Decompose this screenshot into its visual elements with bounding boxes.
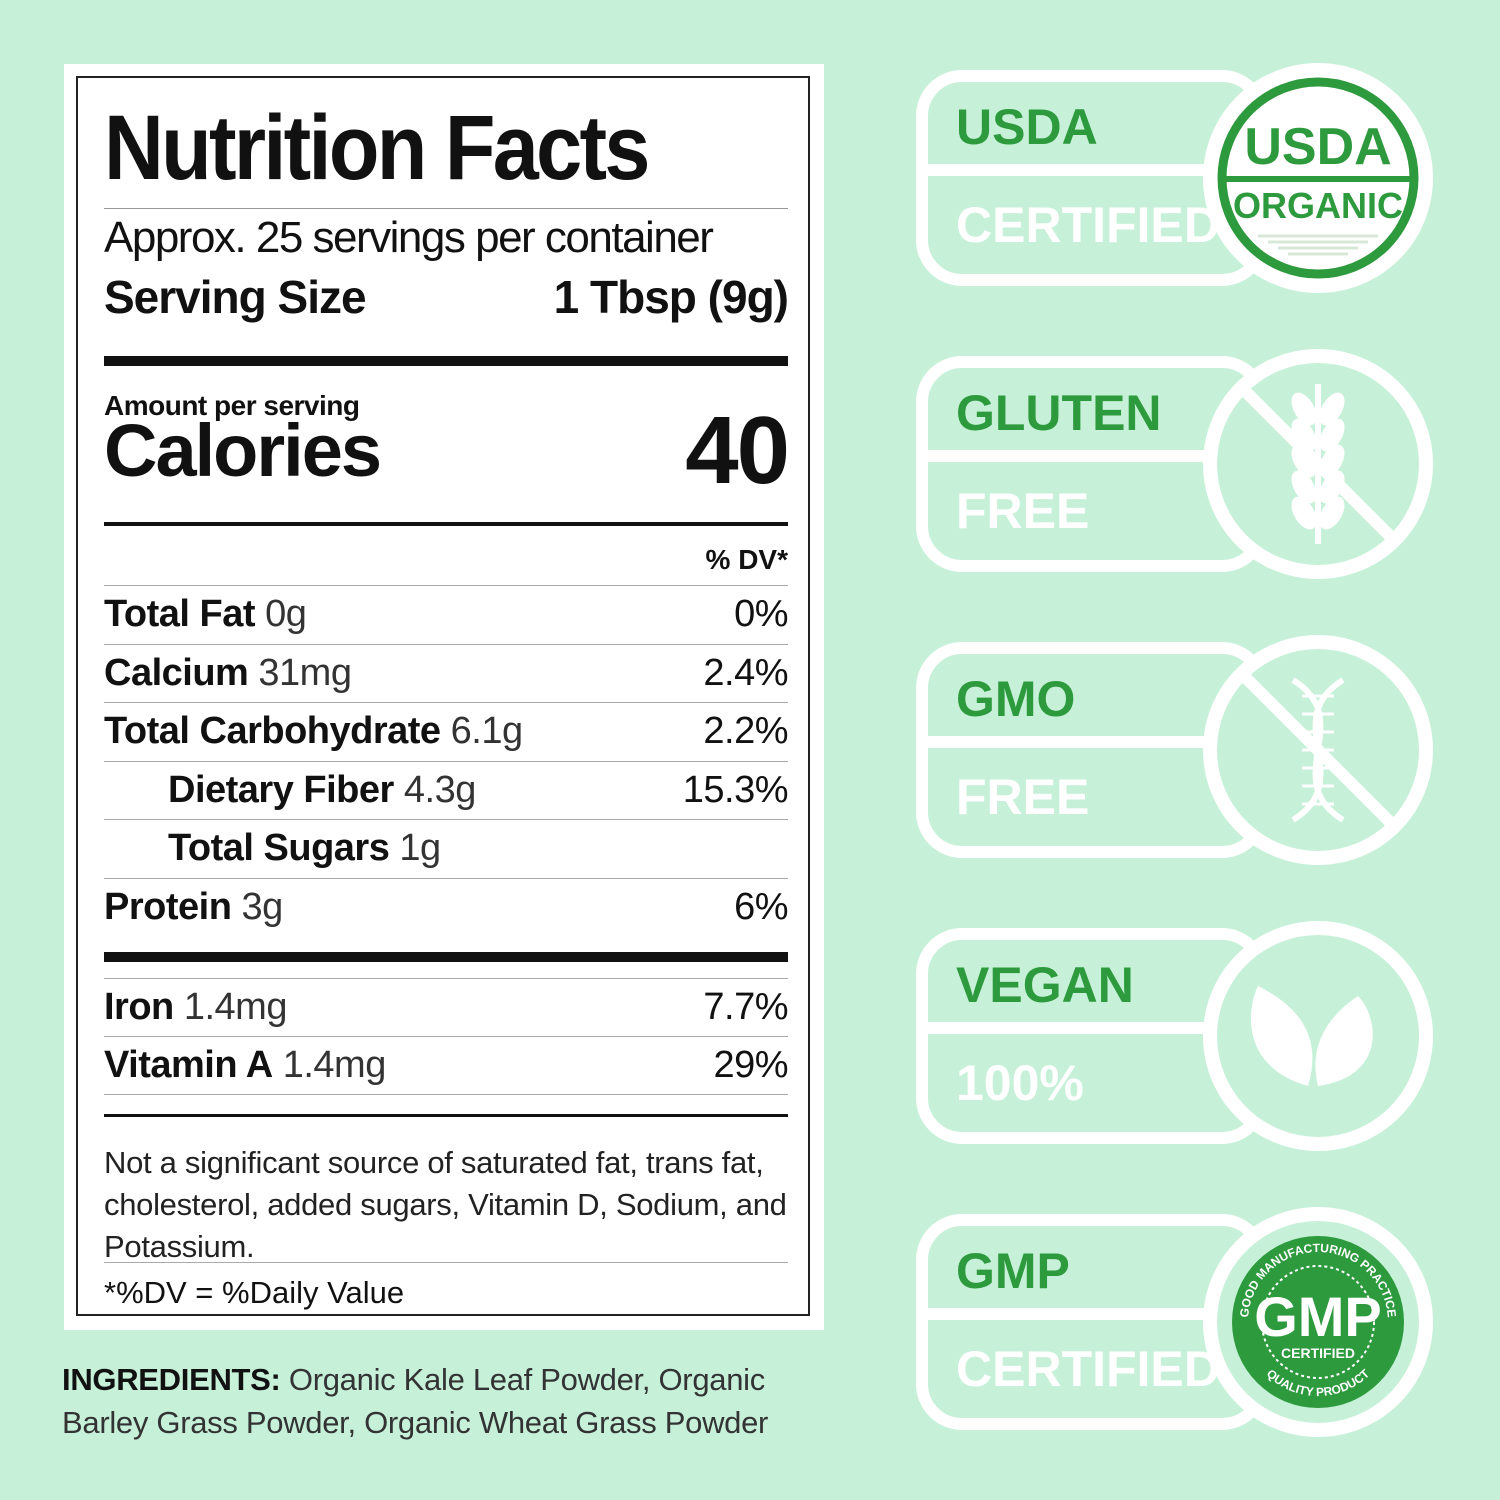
icon-grain bbox=[1291, 392, 1317, 426]
nutrition-label: Nutrition Facts Approx. 25 servings per … bbox=[76, 76, 810, 1316]
nutrient-row: Vitamin A 1.4mg 29% bbox=[104, 1036, 788, 1094]
nutrient-name: Total Carbohydrate bbox=[104, 710, 441, 752]
calories-value: 40 bbox=[685, 397, 790, 504]
nutrient-dv: 0% bbox=[734, 593, 788, 635]
nutrient-amount: 1g bbox=[399, 827, 441, 869]
icon-leaf bbox=[1250, 986, 1313, 1086]
dv-note: *%DV = %Daily Value bbox=[104, 1262, 788, 1311]
ingredients: INGREDIENTS: Organic Kale Leaf Powder, O… bbox=[62, 1358, 822, 1444]
badge-band bbox=[928, 164, 1228, 176]
nutrient: Protein 3g bbox=[104, 886, 283, 929]
rule bbox=[104, 522, 788, 526]
nutrient-name: Dietary Fiber bbox=[168, 768, 394, 811]
serving-size-label: Serving Size bbox=[104, 271, 367, 323]
icon-grain bbox=[1319, 392, 1345, 426]
nutrient-dv: 29% bbox=[713, 1044, 788, 1086]
ingredients-text: Organic Kale Leaf Powder, Organic Barley… bbox=[62, 1362, 769, 1440]
badge-title: GMO bbox=[956, 671, 1075, 727]
nutrient: Calcium 31mg bbox=[104, 651, 352, 695]
badge-title: GMP bbox=[956, 1243, 1070, 1299]
badge-title: VEGAN bbox=[956, 957, 1134, 1013]
icon-grain bbox=[1319, 418, 1345, 452]
seal-text: GMP bbox=[1254, 1285, 1382, 1348]
dv-header: % DV* bbox=[705, 544, 788, 575]
seal-text: CERTIFIED bbox=[1281, 1345, 1355, 1361]
seal bbox=[1232, 1236, 1404, 1408]
nutrient: Vitamin A 1.4mg bbox=[104, 1044, 386, 1087]
badge-subtitle: CERTIFIED bbox=[956, 197, 1220, 253]
nutrient-amount: 0g bbox=[265, 593, 307, 635]
nutrient-row: Total Sugars 1g bbox=[104, 819, 788, 877]
nutrition-panel: Nutrition Facts Approx. 25 servings per … bbox=[64, 64, 824, 1330]
nutrient-row: Dietary Fiber 4.3g 15.3% bbox=[104, 760, 789, 819]
seal-ring bbox=[1217, 77, 1419, 279]
seal-text: USDA bbox=[1244, 118, 1391, 176]
nutrient-row: Calcium 31mg 2.4% bbox=[104, 643, 788, 702]
nutrient-name: Iron bbox=[104, 986, 174, 1028]
nutrient-name: Vitamin A bbox=[104, 1044, 273, 1086]
servings: Approx. 25 servings per container bbox=[104, 208, 788, 263]
nutrient-dv: 2.4% bbox=[703, 651, 788, 694]
calories-label: Calories bbox=[104, 409, 382, 492]
badge-title: GLUTEN bbox=[956, 385, 1162, 441]
nutrient-amount: 1.4mg bbox=[183, 986, 288, 1028]
seal-ring bbox=[1261, 1265, 1375, 1379]
nutrient: Iron 1.4mg bbox=[104, 986, 287, 1029]
nutrient-row: Total Fat 0g 0% bbox=[104, 585, 788, 643]
icon-grain bbox=[1291, 470, 1317, 504]
nutrient: Dietary Fiber 4.3g bbox=[168, 769, 476, 812]
badge-band bbox=[928, 1022, 1228, 1034]
nutrient-amount: 6.1g bbox=[450, 710, 523, 752]
nutrient-name: Protein bbox=[104, 885, 232, 928]
nutrient-name: Total Sugars bbox=[168, 827, 390, 869]
nutrient-row: Iron 1.4mg 7.7% bbox=[104, 978, 788, 1036]
serving-size-value: 1 Tbsp (9g) bbox=[553, 271, 789, 323]
badge-band bbox=[928, 1308, 1228, 1320]
nutrient-amount: 1.4mg bbox=[282, 1044, 387, 1086]
badge-subtitle: FREE bbox=[956, 769, 1089, 825]
rule bbox=[104, 1114, 788, 1117]
nutrient-dv: 2.2% bbox=[703, 710, 788, 752]
icon-leaf bbox=[1315, 996, 1373, 1086]
nutrient-dv: 7.7% bbox=[703, 986, 788, 1028]
icon-grain bbox=[1319, 496, 1345, 530]
badge-band bbox=[928, 736, 1228, 748]
seal-band bbox=[1226, 176, 1410, 182]
nutrient-name: Calcium bbox=[104, 651, 249, 694]
serving-size: Serving Size 1 Tbsp (9g) bbox=[104, 270, 789, 324]
badge-band bbox=[928, 450, 1228, 462]
icon-slash bbox=[1241, 387, 1395, 541]
badge-title: USDA bbox=[956, 99, 1098, 155]
rule bbox=[104, 952, 788, 962]
calories: Calories 40 bbox=[104, 397, 790, 506]
rule bbox=[104, 1094, 788, 1095]
nutrient-amount: 4.3g bbox=[403, 768, 476, 811]
nutrient-dv: 6% bbox=[734, 885, 788, 928]
badge-subtitle: 100% bbox=[956, 1055, 1084, 1111]
nutrient: Total Fat 0g bbox=[104, 593, 307, 636]
nutrient-amount: 3g bbox=[241, 885, 283, 928]
nutrient-row: Protein 3g 6% bbox=[104, 877, 788, 936]
nutrient: Total Carbohydrate 6.1g bbox=[104, 710, 523, 753]
nutrient-name: Total Fat bbox=[104, 593, 256, 635]
icon-slash bbox=[1241, 673, 1395, 827]
badge-subtitle: CERTIFIED bbox=[956, 1341, 1220, 1397]
label-title: Nutrition Facts bbox=[104, 97, 650, 199]
badge-subtitle: FREE bbox=[956, 483, 1089, 539]
amount-per-serving: Amount per serving bbox=[104, 390, 360, 421]
nutrient: Total Sugars 1g bbox=[168, 827, 441, 870]
seal-text: ORGANIC bbox=[1233, 185, 1403, 226]
badge-circle bbox=[1203, 921, 1433, 1151]
nutrient-dv: 15.3% bbox=[682, 768, 789, 811]
icon-grain bbox=[1291, 496, 1317, 530]
rule bbox=[104, 356, 788, 366]
footnote: Not a significant source of saturated fa… bbox=[104, 1145, 787, 1264]
nutrient-row: Total Carbohydrate 6.1g 2.2% bbox=[104, 702, 788, 760]
ingredients-label: INGREDIENTS: bbox=[62, 1362, 281, 1397]
nutrient-amount: 31mg bbox=[258, 651, 352, 694]
